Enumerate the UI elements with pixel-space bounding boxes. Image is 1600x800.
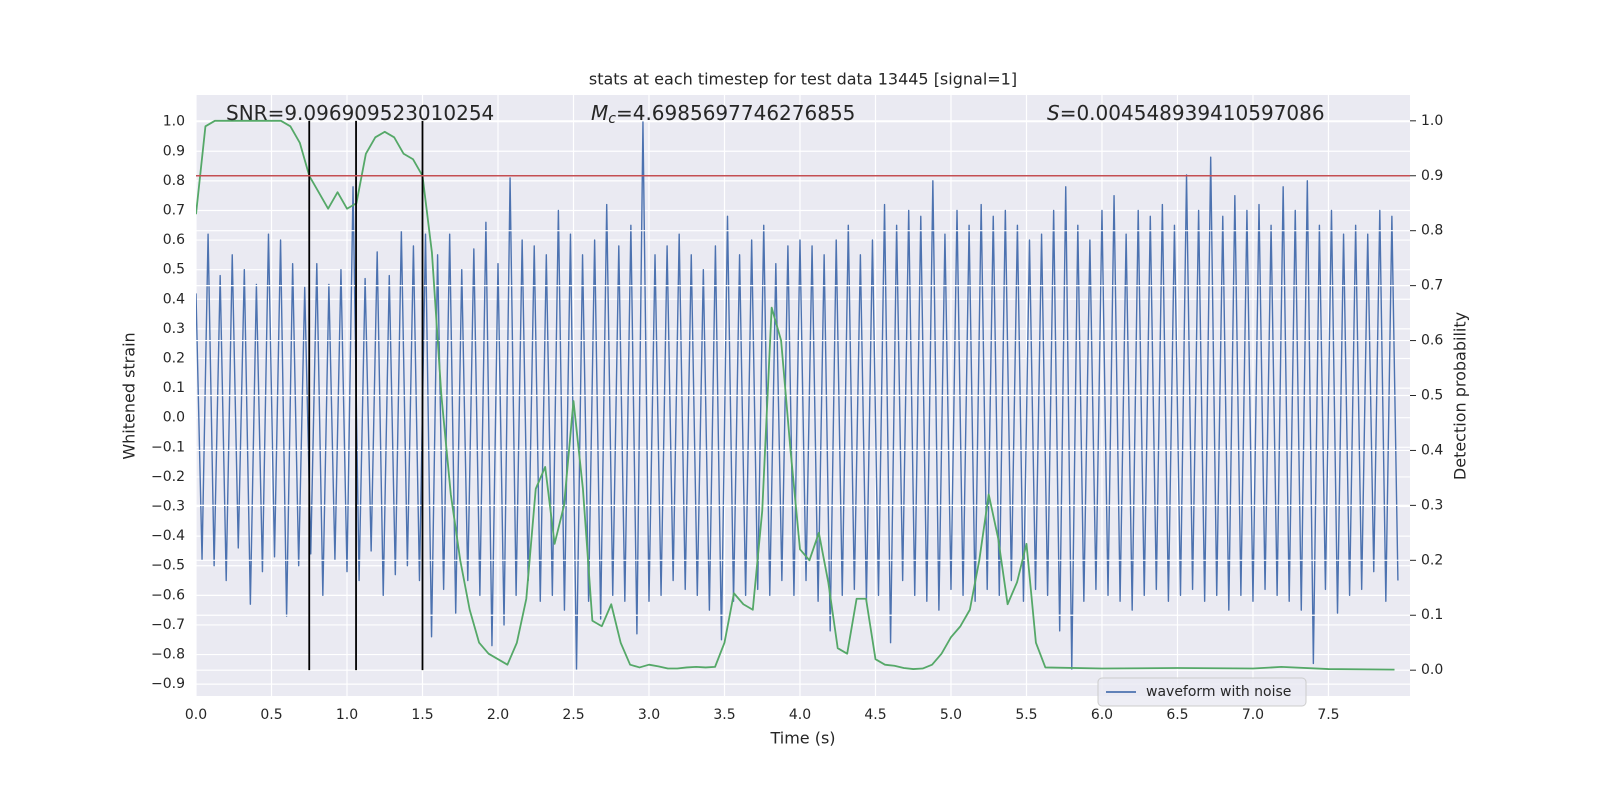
- x-tick-label: 5.0: [940, 707, 962, 723]
- y-tick-label: 0.6: [163, 232, 185, 248]
- y2-tick-label: 0.4: [1421, 442, 1443, 458]
- data-line: [196, 120, 1399, 671]
- y-tick-label: −0.2: [151, 469, 185, 485]
- y-tick-label: −0.6: [151, 587, 185, 603]
- x-tick-label: 7.5: [1317, 707, 1339, 723]
- y2-tick-label: 0.9: [1421, 168, 1443, 184]
- x-tick-label: 1.5: [411, 707, 433, 723]
- y-tick-label: 0.4: [163, 291, 185, 307]
- axes: 0.0 0.5 1.0 1.5 2.0 2.5 3.0 3.5 4.0 4.5 5.0 5.5 6.0 6…: [151, 101, 1443, 724]
- y-tick-label: 0.5: [163, 262, 185, 278]
- x-tick-label: 0.5: [260, 707, 282, 723]
- x-tick-label: 4.5: [864, 707, 886, 723]
- y-tick-label: −0.5: [151, 558, 185, 574]
- annotation-name: M: [591, 101, 608, 125]
- x-tick-label: 2.0: [487, 707, 509, 723]
- y-tick-label: 0.0: [163, 410, 185, 426]
- x-tick-label: 6.5: [1166, 707, 1188, 723]
- y2-tick-label: 1.0: [1421, 113, 1443, 129]
- annotation-text: =4.6985697746276855: [616, 101, 855, 125]
- y2-tick-label: 0.6: [1421, 333, 1443, 349]
- y-tick-label: 0.3: [163, 321, 185, 337]
- annotation-name: S: [1047, 101, 1060, 125]
- y2-tick-label: 0.5: [1421, 388, 1443, 404]
- y-tick-label: −0.8: [151, 647, 185, 663]
- x-tick-label: 3.5: [713, 707, 735, 723]
- x-tick-label: 2.5: [562, 707, 584, 723]
- y-axis-label: Whitened strain: [120, 332, 139, 459]
- y-tick-label: −0.9: [151, 676, 185, 692]
- x-tick-label: 7.0: [1242, 707, 1264, 723]
- annotation-text: =0.004548939410597086: [1060, 101, 1325, 125]
- x-tick-label: 1.0: [336, 707, 358, 723]
- y-tick-label: 0.2: [163, 350, 185, 366]
- y2-tick-label: 0.7: [1421, 278, 1443, 294]
- y2-tick-label: 0.1: [1421, 607, 1443, 623]
- legend: waveform with noise: [1097, 677, 1307, 707]
- annotation: Mc=4.6985697746276855: [591, 101, 855, 128]
- y-tick-label: 0.1: [163, 380, 185, 396]
- x-axis-label: Time (s): [769, 729, 835, 748]
- annotation: S=0.004548939410597086: [1047, 101, 1325, 125]
- legend-label: waveform with noise: [1146, 684, 1291, 700]
- y-tick-label: 0.7: [163, 202, 185, 218]
- y-tick-label: 0.9: [163, 143, 185, 159]
- x-tick-label: 3.0: [638, 707, 660, 723]
- x-tick-label: 5.5: [1015, 707, 1037, 723]
- y2-tick-label: 0.0: [1421, 662, 1443, 678]
- y-tick-label: 1.0: [163, 114, 185, 130]
- y-tick-label: −0.4: [151, 528, 185, 544]
- y2-tick-label: 0.3: [1421, 497, 1443, 513]
- x-tick-label: 6.0: [1091, 707, 1113, 723]
- y-tick-label: −0.7: [151, 617, 185, 633]
- data-layer: [196, 119, 1410, 671]
- y-tick-label: 0.8: [163, 173, 185, 189]
- x-tick-label: 0.0: [185, 707, 207, 723]
- y2-tick-label: 0.8: [1421, 223, 1443, 239]
- data-line: [196, 119, 1395, 671]
- x-tick-label: 4.0: [789, 707, 811, 723]
- y-tick-label: −0.3: [151, 499, 185, 515]
- annotation-name: SNR: [226, 101, 268, 125]
- annotation-subscript: c: [608, 111, 616, 127]
- y-tick-label: −0.1: [151, 439, 185, 455]
- annotation-text: =9.096909523010254: [268, 101, 495, 125]
- y2-tick-label: 0.2: [1421, 552, 1443, 568]
- chart-title: stats at each timestep for test data 134…: [589, 70, 1017, 89]
- annotation: SNR=9.096909523010254: [226, 101, 494, 125]
- legend-box: [1097, 677, 1307, 707]
- y2-axis-label: Detection probability: [1451, 312, 1470, 480]
